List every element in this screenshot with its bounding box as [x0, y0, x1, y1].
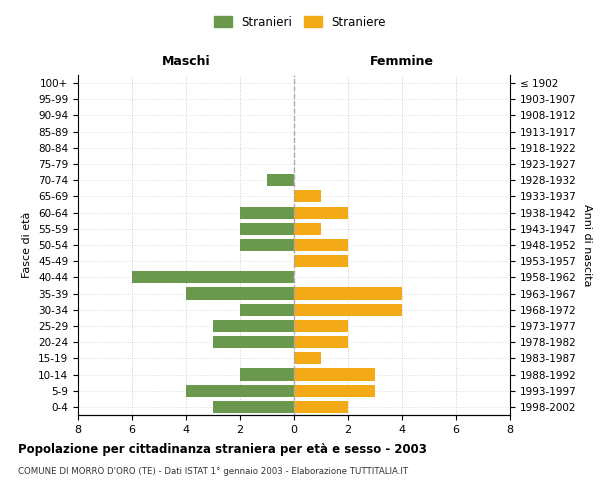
Text: Popolazione per cittadinanza straniera per età e sesso - 2003: Popolazione per cittadinanza straniera p… — [18, 442, 427, 456]
Bar — [294, 288, 402, 300]
Bar — [240, 222, 294, 235]
Bar — [294, 304, 402, 316]
Legend: Stranieri, Straniere: Stranieri, Straniere — [209, 11, 391, 34]
Bar — [294, 222, 321, 235]
Text: Maschi: Maschi — [161, 55, 211, 68]
Bar — [267, 174, 294, 186]
Bar — [213, 320, 294, 332]
Bar — [240, 206, 294, 218]
Y-axis label: Fasce di età: Fasce di età — [22, 212, 32, 278]
Bar — [294, 206, 348, 218]
Bar — [213, 401, 294, 413]
Bar — [294, 401, 348, 413]
Bar — [294, 255, 348, 268]
Text: COMUNE DI MORRO D'ORO (TE) - Dati ISTAT 1° gennaio 2003 - Elaborazione TUTTITALI: COMUNE DI MORRO D'ORO (TE) - Dati ISTAT … — [18, 468, 408, 476]
Bar — [294, 384, 375, 397]
Y-axis label: Anni di nascita: Anni di nascita — [582, 204, 592, 286]
Bar — [240, 239, 294, 251]
Text: Femmine: Femmine — [370, 55, 434, 68]
Bar — [294, 336, 348, 348]
Bar — [294, 239, 348, 251]
Bar — [240, 304, 294, 316]
Bar — [294, 320, 348, 332]
Bar — [186, 384, 294, 397]
Bar — [294, 368, 375, 380]
Bar — [186, 288, 294, 300]
Bar — [294, 352, 321, 364]
Bar — [294, 190, 321, 202]
Bar — [240, 368, 294, 380]
Bar — [213, 336, 294, 348]
Bar — [132, 272, 294, 283]
